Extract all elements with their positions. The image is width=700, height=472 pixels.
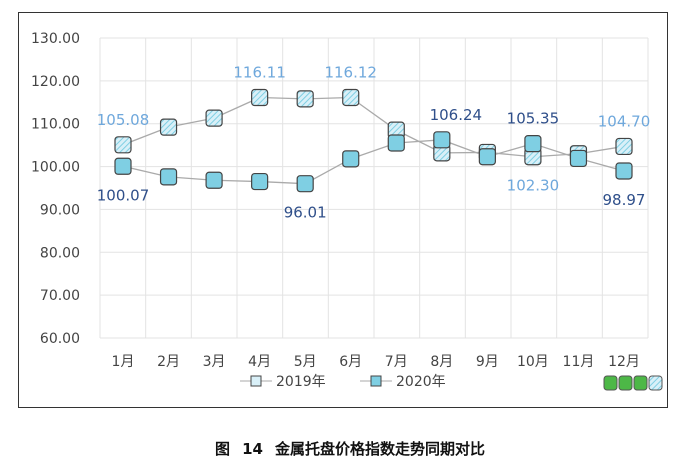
x-tick-label: 9月 bbox=[476, 354, 499, 370]
legend-label: 2020年 bbox=[396, 374, 446, 390]
x-tick-label: 4月 bbox=[248, 354, 271, 370]
x-tick-label: 5月 bbox=[294, 354, 317, 370]
data-label: 102.30 bbox=[507, 177, 560, 195]
x-tick-label: 2月 bbox=[157, 354, 180, 370]
data-point bbox=[296, 90, 314, 108]
caption-title: 金属托盘价格指数走势同期对比 bbox=[274, 440, 485, 458]
legend-label: 2019年 bbox=[276, 374, 326, 390]
data-label: 104.70 bbox=[598, 112, 651, 130]
data-label: 100.07 bbox=[97, 186, 150, 204]
caption-fig: 图 bbox=[215, 440, 231, 458]
legend-marker bbox=[370, 375, 382, 387]
data-point bbox=[615, 137, 633, 156]
y-tick-label: 100.00 bbox=[31, 160, 80, 176]
data-point bbox=[569, 149, 588, 168]
legend-swatch bbox=[633, 375, 648, 391]
data-point bbox=[387, 134, 405, 152]
y-tick-label: 60.00 bbox=[40, 331, 80, 347]
data-label: 96.01 bbox=[284, 204, 327, 222]
legend-swatch bbox=[618, 375, 633, 391]
figure-caption: 图 14 金属托盘价格指数走势同期对比 bbox=[0, 438, 700, 459]
data-label: 105.08 bbox=[97, 111, 150, 129]
x-tick-label: 1月 bbox=[112, 354, 135, 370]
data-label: 116.11 bbox=[233, 64, 286, 82]
legend-swatch bbox=[603, 375, 618, 391]
data-point bbox=[159, 118, 178, 136]
data-point bbox=[251, 172, 269, 191]
y-tick-label: 70.00 bbox=[40, 288, 80, 304]
x-tick-label: 12月 bbox=[608, 354, 640, 370]
legend-marker bbox=[250, 375, 262, 387]
x-tick-label: 3月 bbox=[203, 354, 226, 370]
data-point bbox=[296, 175, 314, 193]
chart-frame bbox=[18, 12, 668, 408]
data-point bbox=[615, 162, 633, 180]
data-point bbox=[159, 168, 178, 186]
data-point bbox=[524, 135, 542, 153]
x-tick-label: 7月 bbox=[385, 354, 408, 370]
data-point bbox=[478, 148, 496, 166]
x-tick-label: 11月 bbox=[563, 354, 595, 370]
x-tick-label: 10月 bbox=[517, 354, 549, 370]
x-tick-label: 8月 bbox=[430, 354, 453, 370]
data-point bbox=[433, 131, 451, 149]
caption-num: 14 bbox=[242, 440, 263, 458]
data-label: 106.24 bbox=[430, 106, 483, 124]
data-point bbox=[205, 171, 223, 189]
data-label: 116.12 bbox=[324, 63, 377, 81]
line-chart: 130.00 120.00 110.00 100.00 90.00 80.00 70.00 6… bbox=[31, 31, 663, 391]
data-point bbox=[205, 109, 223, 127]
data-label: 105.35 bbox=[507, 110, 560, 128]
data-point bbox=[342, 88, 360, 107]
x-tick-label: 6月 bbox=[339, 354, 362, 370]
data-point bbox=[114, 136, 132, 154]
data-point bbox=[251, 88, 269, 107]
y-tick-label: 90.00 bbox=[40, 202, 80, 218]
data-point bbox=[114, 157, 132, 175]
data-label: 98.97 bbox=[603, 191, 646, 209]
y-tick-label: 130.00 bbox=[31, 31, 80, 47]
data-point bbox=[342, 150, 360, 168]
y-tick-label: 120.00 bbox=[31, 74, 80, 90]
y-tick-label: 80.00 bbox=[40, 245, 80, 261]
legend-swatch bbox=[648, 375, 663, 391]
y-tick-label: 110.00 bbox=[31, 117, 80, 133]
